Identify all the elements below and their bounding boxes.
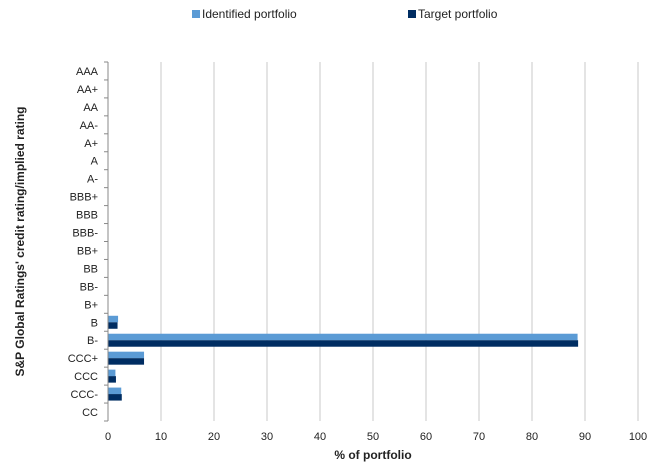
y-tick-label-B: B (91, 317, 98, 329)
y-axis-ticks: AAAAA+AAAA-A+AA-BBB+BBBBBB-BB+BBBB-B+BB-… (68, 61, 108, 422)
bar-identified-CCC- (108, 387, 122, 395)
x-tick-label-20: 20 (208, 431, 220, 443)
y-tick-label-B-: B- (87, 335, 98, 347)
legend-label-target: Target portfolio (418, 7, 498, 21)
y-tick-label-AA+: AA+ (77, 84, 98, 96)
legend: Identified portfolio Target portfolio (192, 7, 498, 21)
gridlines (160, 62, 639, 421)
y-tick-label-A: A (91, 156, 99, 168)
y-tick-label-CCC-: CCC- (71, 389, 99, 401)
legend-swatch-identified (192, 10, 200, 18)
y-tick-label-A-: A- (87, 174, 98, 186)
y-tick-label-AA: AA (83, 102, 98, 114)
x-axis-title: % of portfolio (334, 448, 411, 462)
y-tick-label-BB-: BB- (80, 281, 99, 293)
y-tick-label-CCC+: CCC+ (68, 353, 98, 365)
x-tick-label-90: 90 (579, 431, 591, 443)
bars (108, 315, 579, 401)
bar-target-CCC (108, 376, 116, 383)
y-tick-label-AAA: AAA (76, 66, 99, 78)
x-tick-label-50: 50 (367, 431, 379, 443)
y-tick-label-BBB-: BBB- (72, 228, 98, 240)
x-tick-label-80: 80 (526, 431, 538, 443)
legend-label-identified: Identified portfolio (202, 7, 297, 21)
bar-identified-B (108, 315, 119, 323)
x-tick-label-70: 70 (473, 431, 485, 443)
y-tick-label-BB+: BB+ (77, 245, 98, 257)
x-tick-label-0: 0 (105, 431, 111, 443)
y-tick-label-BB: BB (83, 263, 98, 275)
y-tick-label-B+: B+ (84, 299, 98, 311)
y-tick-label-BBB: BBB (76, 210, 98, 222)
bar-target-CCC- (108, 394, 122, 401)
x-tick-label-60: 60 (420, 431, 432, 443)
bar-identified-CCC+ (108, 351, 145, 359)
bar-identified-CCC (108, 369, 116, 377)
y-tick-label-A+: A+ (84, 138, 98, 150)
bar-target-B (108, 322, 118, 329)
x-tick-label-30: 30 (261, 431, 273, 443)
y-tick-label-CCC: CCC (74, 371, 98, 383)
x-tick-label-10: 10 (155, 431, 167, 443)
y-tick-label-BBB+: BBB+ (70, 192, 98, 204)
y-tick-label-CC: CC (82, 407, 98, 419)
x-tick-label-100: 100 (629, 431, 647, 443)
bar-identified-B- (108, 333, 578, 341)
x-axis-ticks: 0 10 20 30 40 50 60 70 80 90 100 (105, 431, 647, 443)
y-axis-title: S&P Global Ratings' credit rating/implie… (13, 106, 27, 376)
x-tick-label-40: 40 (314, 431, 326, 443)
y-tick-label-AA-: AA- (80, 120, 99, 132)
bar-target-B- (108, 340, 579, 347)
bar-target-CCC+ (108, 358, 145, 365)
legend-swatch-target (408, 10, 416, 18)
